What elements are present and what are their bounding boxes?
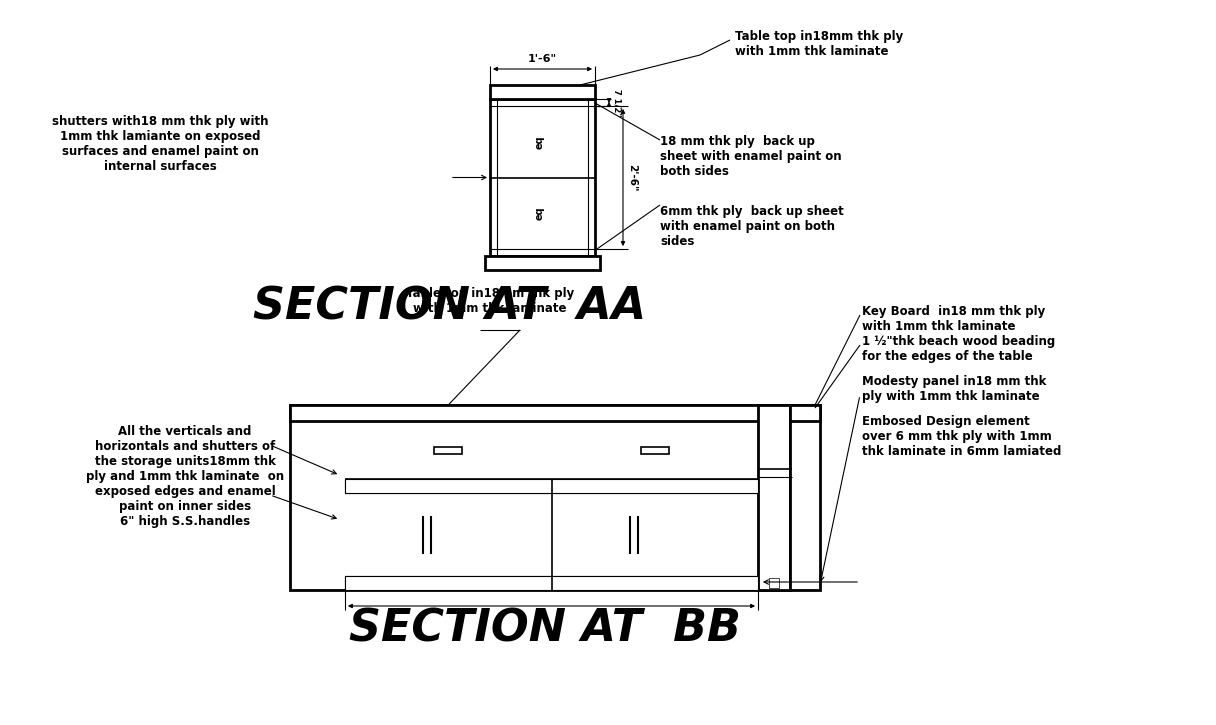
Text: shutters with18 mm thk ply with
1mm thk lamiante on exposed
surfaces and enamel : shutters with18 mm thk ply with 1mm thk … <box>52 115 269 173</box>
Text: Table top in18mm thk ply
with 1mm thk laminate: Table top in18mm thk ply with 1mm thk la… <box>406 287 574 315</box>
Bar <box>758 405 790 590</box>
Bar <box>289 405 345 590</box>
Text: eq: eq <box>535 207 545 220</box>
Text: 7 1/2": 7 1/2" <box>612 88 621 116</box>
Bar <box>434 447 462 454</box>
Text: SECTION AT  BB: SECTION AT BB <box>349 607 741 650</box>
Text: All the verticals and
horizontals and shutters of
the storage units18mm thk
ply : All the verticals and horizontals and sh… <box>86 425 285 528</box>
Text: eq: eq <box>535 135 545 149</box>
Bar <box>345 479 758 493</box>
Bar <box>345 576 758 590</box>
Bar <box>790 405 820 421</box>
Text: Modesty panel in18 mm thk
ply with 1mm thk laminate: Modesty panel in18 mm thk ply with 1mm t… <box>862 375 1047 403</box>
Text: Embosed Design element
over 6 mm thk ply with 1mm
thk laminate in 6mm lamiated: Embosed Design element over 6 mm thk ply… <box>862 415 1062 458</box>
Text: 18 mm thk ply  back up
sheet with enamel paint on
both sides: 18 mm thk ply back up sheet with enamel … <box>660 135 841 178</box>
Bar <box>289 405 790 590</box>
Bar <box>289 405 790 421</box>
Bar <box>790 421 820 590</box>
Bar <box>790 405 820 590</box>
Bar <box>345 479 758 493</box>
Text: Table top in18mm thk ply
with 1mm thk laminate: Table top in18mm thk ply with 1mm thk la… <box>734 30 903 58</box>
Text: Key Board  in18 mm thk ply
with 1mm thk laminate: Key Board in18 mm thk ply with 1mm thk l… <box>862 305 1046 333</box>
Bar <box>490 85 595 99</box>
Bar <box>345 576 758 590</box>
Bar <box>490 99 595 256</box>
Bar <box>485 256 599 270</box>
Bar <box>641 447 669 454</box>
Text: 2'-6": 2'-6" <box>627 164 637 191</box>
Text: 6mm thk ply  back up sheet
with enamel paint on both
sides: 6mm thk ply back up sheet with enamel pa… <box>660 205 844 248</box>
Text: 1'-6": 1'-6" <box>528 54 557 64</box>
Text: SECTION AT  AA: SECTION AT AA <box>253 285 647 328</box>
Bar <box>758 405 790 590</box>
Text: 1 ½"thk beach wood beading
for the edges of the table: 1 ½"thk beach wood beading for the edges… <box>862 335 1055 363</box>
Bar <box>769 578 779 588</box>
